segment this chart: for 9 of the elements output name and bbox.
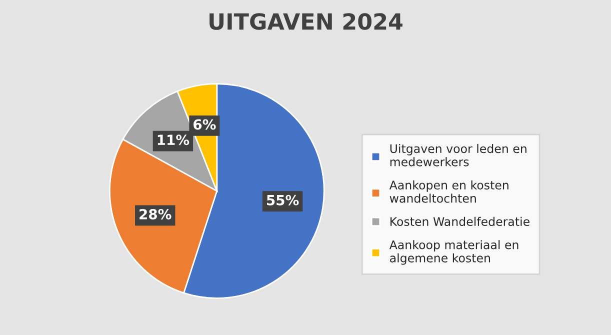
legend-label: Aankoop materiaal en algemene kosten	[389, 240, 518, 265]
data-label: 11%	[158, 134, 190, 146]
data-label: 28%	[140, 208, 172, 220]
data-label: 55%	[267, 194, 299, 206]
chart-title: UITGAVEN 2024	[210, 13, 402, 30]
data-label: 6%	[194, 119, 216, 130]
legend-label: Aankopen en kosten wandeltochten	[389, 180, 508, 203]
legend-label: Uitgaven voor leden en medewerkers	[390, 144, 526, 166]
legend-label: Kosten Wandelfederatie	[390, 216, 530, 226]
